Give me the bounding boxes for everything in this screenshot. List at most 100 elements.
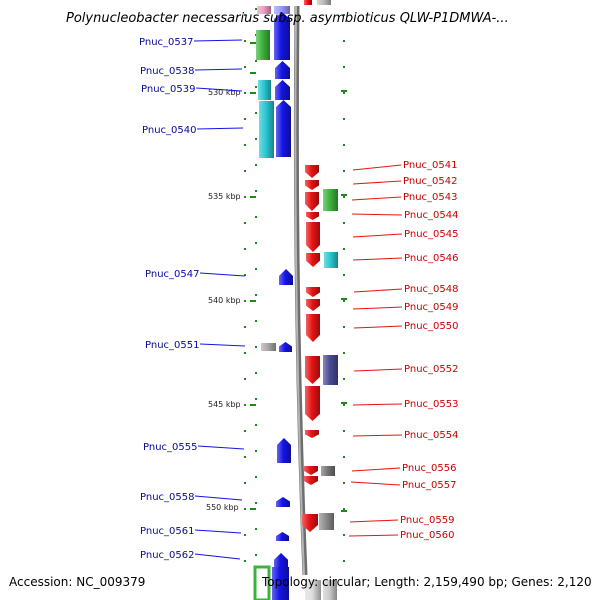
tick-mark (343, 144, 345, 146)
reverse-gene[interactable] (306, 314, 320, 342)
tick-mark (244, 378, 246, 380)
tick-mark (255, 424, 257, 426)
major-tick (250, 508, 256, 510)
gene-label-reverse[interactable]: Pnuc_0541 (403, 160, 457, 171)
reverse-gene[interactable] (306, 253, 320, 267)
major-tick (250, 92, 256, 94)
gene-label-reverse[interactable]: Pnuc_0552 (404, 364, 458, 375)
tick-mark (244, 456, 246, 458)
gene-label-reverse[interactable]: Pnuc_0559 (400, 515, 454, 526)
gene-leader-line (352, 403, 403, 406)
gene-label-reverse[interactable]: Pnuc_0554 (404, 430, 458, 441)
gene-label-reverse[interactable]: Pnuc_0550 (404, 321, 458, 332)
forward-gene[interactable] (276, 497, 290, 507)
cog-bar[interactable] (253, 565, 271, 600)
gene-label-reverse[interactable]: Pnuc_0557 (402, 480, 456, 491)
forward-gene[interactable] (279, 342, 292, 352)
reverse-gene[interactable] (304, 476, 318, 485)
tick-mark (343, 14, 345, 16)
major-tick (250, 42, 256, 44)
cog-bar[interactable] (319, 513, 334, 530)
gene-bar[interactable] (274, 6, 290, 14)
tick-mark (255, 346, 257, 348)
forward-gene[interactable] (276, 532, 289, 541)
cog-bar[interactable] (259, 101, 274, 158)
gene-label-forward[interactable]: Pnuc_0561 (140, 526, 194, 537)
forward-gene[interactable] (274, 553, 288, 568)
major-tick (250, 404, 256, 406)
forward-gene[interactable] (275, 80, 290, 100)
reverse-gene[interactable] (305, 386, 320, 421)
forward-gene[interactable] (274, 12, 290, 60)
gene-label-reverse[interactable]: Pnuc_0543 (403, 192, 457, 203)
tick-mark (255, 8, 257, 10)
reverse-gene[interactable] (302, 514, 318, 532)
forward-gene[interactable] (276, 100, 291, 157)
gene-label-reverse[interactable]: Pnuc_0548 (404, 284, 458, 295)
reverse-gene[interactable] (306, 222, 320, 252)
tick-mark (343, 560, 345, 562)
tick-mark (255, 138, 257, 140)
tick-mark (343, 170, 345, 172)
gene-leader-line (350, 481, 401, 486)
tick-mark (244, 482, 246, 484)
cog-bar[interactable] (323, 189, 338, 211)
gene-label-reverse[interactable]: Pnuc_0546 (404, 253, 458, 264)
cog-bar[interactable] (256, 30, 270, 60)
reverse-gene[interactable] (306, 212, 319, 220)
gene-label-forward[interactable]: Pnuc_0539 (141, 84, 195, 95)
tick-mark (343, 248, 345, 250)
gene-label-reverse[interactable]: Pnuc_0542 (403, 176, 457, 187)
tick-mark (255, 60, 257, 62)
reverse-gene[interactable] (305, 165, 319, 178)
cog-bar[interactable] (324, 252, 338, 268)
gene-label-forward[interactable]: Pnuc_0547 (145, 269, 199, 280)
gene-label-forward[interactable]: Pnuc_0562 (140, 550, 194, 561)
reverse-gene[interactable] (305, 180, 319, 190)
gene-label-forward[interactable]: Pnuc_0540 (142, 125, 196, 136)
topology-label: Topology: circular; Length: 2,159,490 bp… (262, 575, 592, 589)
forward-gene[interactable] (275, 61, 290, 79)
cog-bar[interactable] (321, 466, 335, 476)
gene-label-reverse[interactable]: Pnuc_0556 (402, 463, 456, 474)
cog-bar[interactable] (261, 343, 276, 351)
gene-label-forward[interactable]: Pnuc_0537 (139, 37, 193, 48)
tick-mark (244, 326, 246, 328)
gene-label-reverse[interactable]: Pnuc_0549 (404, 302, 458, 313)
gene-bar[interactable] (317, 0, 331, 5)
gene-leader-line (349, 519, 399, 523)
major-tick (341, 510, 347, 512)
gene-label-forward[interactable]: Pnuc_0558 (140, 492, 194, 503)
gene-label-reverse[interactable]: Pnuc_0560 (400, 530, 454, 541)
gene-bar[interactable] (304, 0, 312, 5)
gene-label-reverse[interactable]: Pnuc_0553 (404, 399, 458, 410)
gene-bar[interactable] (323, 580, 337, 600)
reverse-gene[interactable] (305, 430, 319, 438)
kbp-marker: 530 kbp (208, 88, 241, 97)
gene-bar[interactable] (305, 580, 321, 600)
accession-label: Accession: NC_009379 (9, 575, 146, 589)
gene-label-forward[interactable]: Pnuc_0551 (145, 340, 199, 351)
forward-gene[interactable] (277, 438, 291, 463)
gene-label-reverse[interactable]: Pnuc_0544 (404, 210, 458, 221)
gene-bar[interactable] (257, 6, 271, 14)
forward-gene[interactable] (272, 567, 289, 600)
reverse-gene[interactable] (306, 287, 320, 297)
reverse-gene[interactable] (305, 192, 319, 211)
tick-mark (244, 274, 246, 276)
reverse-gene[interactable] (305, 356, 320, 384)
gene-label-forward[interactable]: Pnuc_0538 (140, 66, 194, 77)
kbp-marker: 550 kbp (206, 503, 239, 512)
tick-mark (255, 476, 257, 478)
reverse-gene[interactable] (304, 466, 318, 475)
reverse-gene[interactable] (306, 299, 320, 311)
major-tick (250, 72, 256, 74)
tick-mark (244, 404, 246, 406)
gene-label-reverse[interactable]: Pnuc_0545 (404, 229, 458, 240)
cog-bar[interactable] (258, 80, 271, 100)
forward-gene[interactable] (279, 269, 293, 285)
cog-bar[interactable] (323, 355, 338, 385)
gene-label-forward[interactable]: Pnuc_0555 (143, 442, 197, 453)
major-tick (341, 298, 347, 300)
tick-mark (255, 320, 257, 322)
